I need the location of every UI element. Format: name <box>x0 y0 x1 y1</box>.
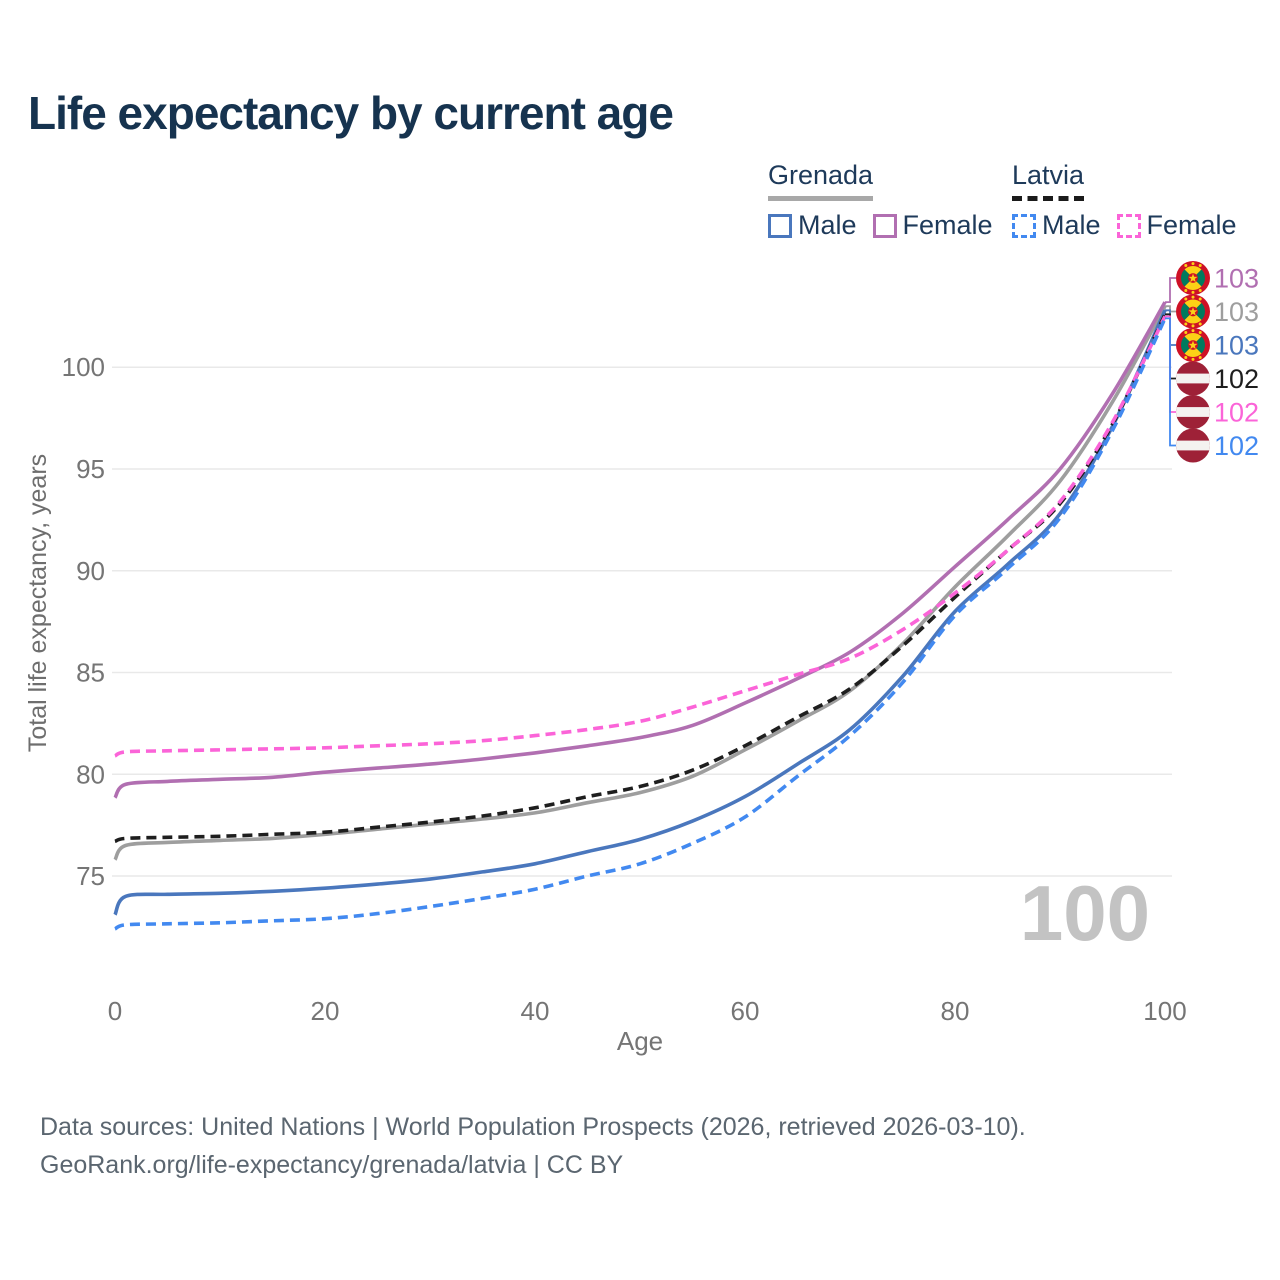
chart-title: Life expectancy by current age <box>28 87 674 139</box>
footer-sources: Data sources: United Nations | World Pop… <box>40 1113 1026 1141</box>
latvia-flag-icon <box>1176 395 1210 429</box>
leader-line-grenada-total <box>1165 305 1176 313</box>
end-value-label-grenada-total: 103 <box>1214 297 1259 327</box>
y-tick-label-85: 85 <box>76 658 105 688</box>
y-tick-label-100: 100 <box>62 352 105 382</box>
grenada-flag-icon <box>1176 261 1210 295</box>
series-line-latvia-male[interactable] <box>114 317 1167 931</box>
grenada-female-swatch-icon <box>872 213 897 238</box>
x-tick-label-40: 40 <box>521 996 550 1026</box>
y-tick-label-90: 90 <box>76 556 105 586</box>
age-watermark: 100 <box>1019 869 1150 957</box>
grenada-flag-icon <box>1176 328 1210 362</box>
x-tick-label-60: 60 <box>731 996 760 1026</box>
legend-item-label: Male <box>1042 210 1101 240</box>
end-value-label-grenada-male: 103 <box>1214 331 1259 361</box>
x-tick-label-80: 80 <box>941 996 970 1026</box>
leader-line-latvia-male <box>1165 317 1176 447</box>
latvia-female-swatch-icon <box>1116 213 1141 238</box>
series-line-latvia-total[interactable] <box>114 313 1167 844</box>
legend-items-grenada: Male Female <box>768 210 993 241</box>
legend-group-grenada: Grenada Male Female <box>768 160 993 241</box>
x-tick-label-0: 0 <box>108 996 122 1026</box>
legend-item-grenada-male[interactable]: Male <box>768 210 857 241</box>
y-tick-label-80: 80 <box>76 759 105 789</box>
latvia-flag-icon <box>1176 361 1210 396</box>
latvia-flag-icon <box>1176 428 1210 463</box>
legend-header-grenada: Grenada <box>768 160 874 201</box>
legend-item-label: Female <box>902 210 993 240</box>
latvia-male-swatch-icon <box>1012 213 1036 238</box>
footer-link: GeoRank.org/life-expectancy/grenada/latv… <box>40 1151 624 1179</box>
legend-item-latvia-male[interactable]: Male <box>1012 210 1101 241</box>
x-tick-label-100: 100 <box>1143 996 1186 1026</box>
y-tick-label-95: 95 <box>76 454 105 484</box>
legend-items-latvia: Male Female <box>1012 210 1237 241</box>
end-value-label-latvia-total: 102 <box>1214 364 1259 394</box>
y-tick-label-75: 75 <box>76 861 105 891</box>
x-axis-title: Age <box>617 1026 663 1056</box>
footer: Data sources: United Nations | World Pop… <box>40 1108 1026 1184</box>
end-value-label-latvia-female: 102 <box>1214 398 1259 428</box>
end-value-label-latvia-male: 102 <box>1214 431 1259 461</box>
end-value-label-grenada-female: 103 <box>1214 264 1259 294</box>
legend-group-latvia: Latvia Male Female <box>1012 160 1237 241</box>
leader-line-grenada-female <box>1165 277 1176 303</box>
legend-item-label: Male <box>798 210 857 240</box>
y-axis-title: Total life expectancy, years <box>24 454 52 752</box>
legend: Grenada Male Female Latvia Male <box>0 160 1280 250</box>
x-tick-label-20: 20 <box>311 996 340 1026</box>
legend-item-label: Female <box>1146 210 1237 240</box>
grenada-flag-icon <box>1176 294 1210 329</box>
legend-item-latvia-female[interactable]: Female <box>1116 210 1237 241</box>
series-line-grenada-male[interactable] <box>113 309 1167 916</box>
grenada-male-swatch-icon <box>768 213 792 238</box>
legend-header-latvia: Latvia <box>1012 160 1085 201</box>
series-line-grenada-total[interactable] <box>113 305 1167 861</box>
legend-item-grenada-female[interactable]: Female <box>872 210 993 241</box>
series-line-grenada-female[interactable] <box>113 301 1167 799</box>
